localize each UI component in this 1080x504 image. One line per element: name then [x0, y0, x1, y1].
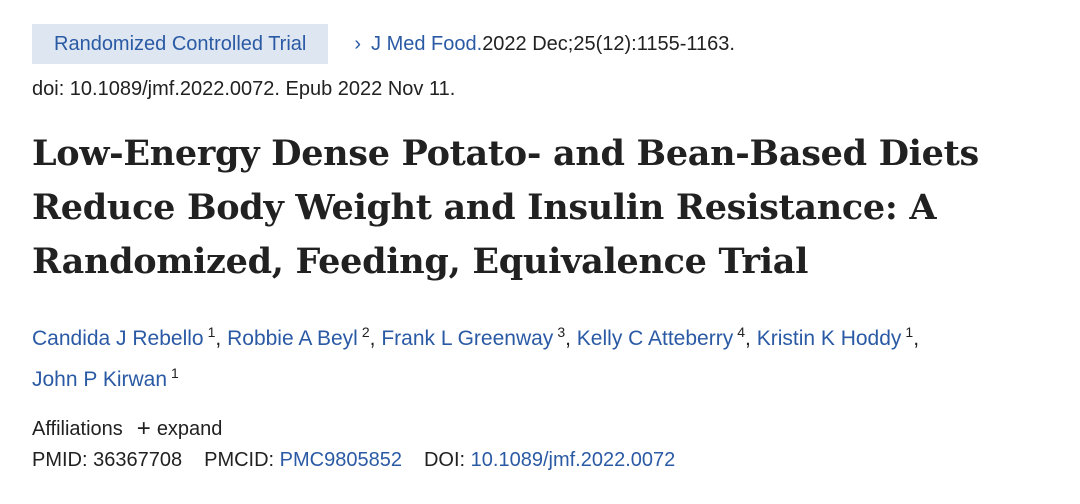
author-link[interactable]: Candida J Rebello [32, 327, 204, 350]
affiliations-label: Affiliations [32, 417, 123, 440]
pmcid-label: PMCID: [204, 449, 275, 471]
author-link[interactable]: John P Kirwan [32, 368, 168, 391]
author-item: Kristin K Hoddy 1, [756, 324, 920, 350]
affiliations-expand-button[interactable]: + expand [137, 417, 223, 441]
expand-label: expand [156, 417, 223, 440]
author-link[interactable]: Frank L Greenway [381, 327, 554, 350]
pmid-group: PMID: 36367708 [32, 449, 182, 472]
doi-link[interactable]: 10.1089/jmf.2022.0072 [470, 449, 676, 471]
pmcid-link[interactable]: PMC9805852 [279, 449, 402, 471]
author-item: Kelly C Atteberry 4, [576, 324, 751, 350]
pmid-value: 36367708 [93, 449, 183, 471]
identifiers-row: PMID: 36367708 PMCID: PMC9805852 DOI: 10… [32, 449, 1062, 472]
citation-details: 2022 Dec;25(12):1155-1163. [482, 32, 735, 55]
journal-link[interactable]: J Med Food. [371, 32, 483, 55]
affiliations-row: Affiliations + expand [32, 417, 1062, 441]
publication-type-badge: Randomized Controlled Trial [32, 24, 329, 64]
pmcid-group: PMCID: PMC9805852 [204, 449, 402, 472]
citation-row: Randomized Controlled Trial › J Med Food… [32, 18, 1062, 70]
authors-list: Candida J Rebello 1, Robbie A Beyl 2, Fran… [32, 315, 1062, 397]
author-item: Candida J Rebello 1, [32, 324, 222, 350]
author-affiliation-number[interactable]: 1 [905, 324, 914, 340]
article-title: Low-Energy Dense Potato- and Bean-Based … [32, 133, 979, 282]
author-link[interactable]: Kelly C Atteberry [576, 327, 734, 350]
author-affiliation-number[interactable]: 2 [361, 324, 370, 340]
author-item: John P Kirwan 1 [32, 365, 179, 391]
author-affiliation-number[interactable]: 1 [207, 324, 216, 340]
author-affiliation-number[interactable]: 3 [557, 324, 566, 340]
article-header: Randomized Controlled Trial › J Med Food… [32, 18, 1062, 472]
pmid-label: PMID: [32, 449, 88, 471]
doi-epub-line: doi: 10.1089/jmf.2022.0072. Epub 2022 No… [32, 78, 456, 100]
doi-label: DOI: [423, 449, 466, 471]
author-affiliation-number[interactable]: 1 [171, 365, 179, 381]
author-link[interactable]: Kristin K Hoddy [756, 327, 902, 350]
author-affiliation-number[interactable]: 4 [737, 324, 745, 340]
author-item: Robbie A Beyl 2, [227, 324, 376, 350]
citation: › J Med Food. 2022 Dec;25(12):1155-1163. [354, 33, 735, 56]
author-link[interactable]: Robbie A Beyl [227, 327, 358, 350]
doi-group: DOI: 10.1089/jmf.2022.0072 [424, 449, 675, 472]
author-item: Frank L Greenway 3, [381, 324, 571, 350]
chevron-right-icon[interactable]: › [354, 32, 362, 55]
plus-icon: + [136, 415, 151, 442]
